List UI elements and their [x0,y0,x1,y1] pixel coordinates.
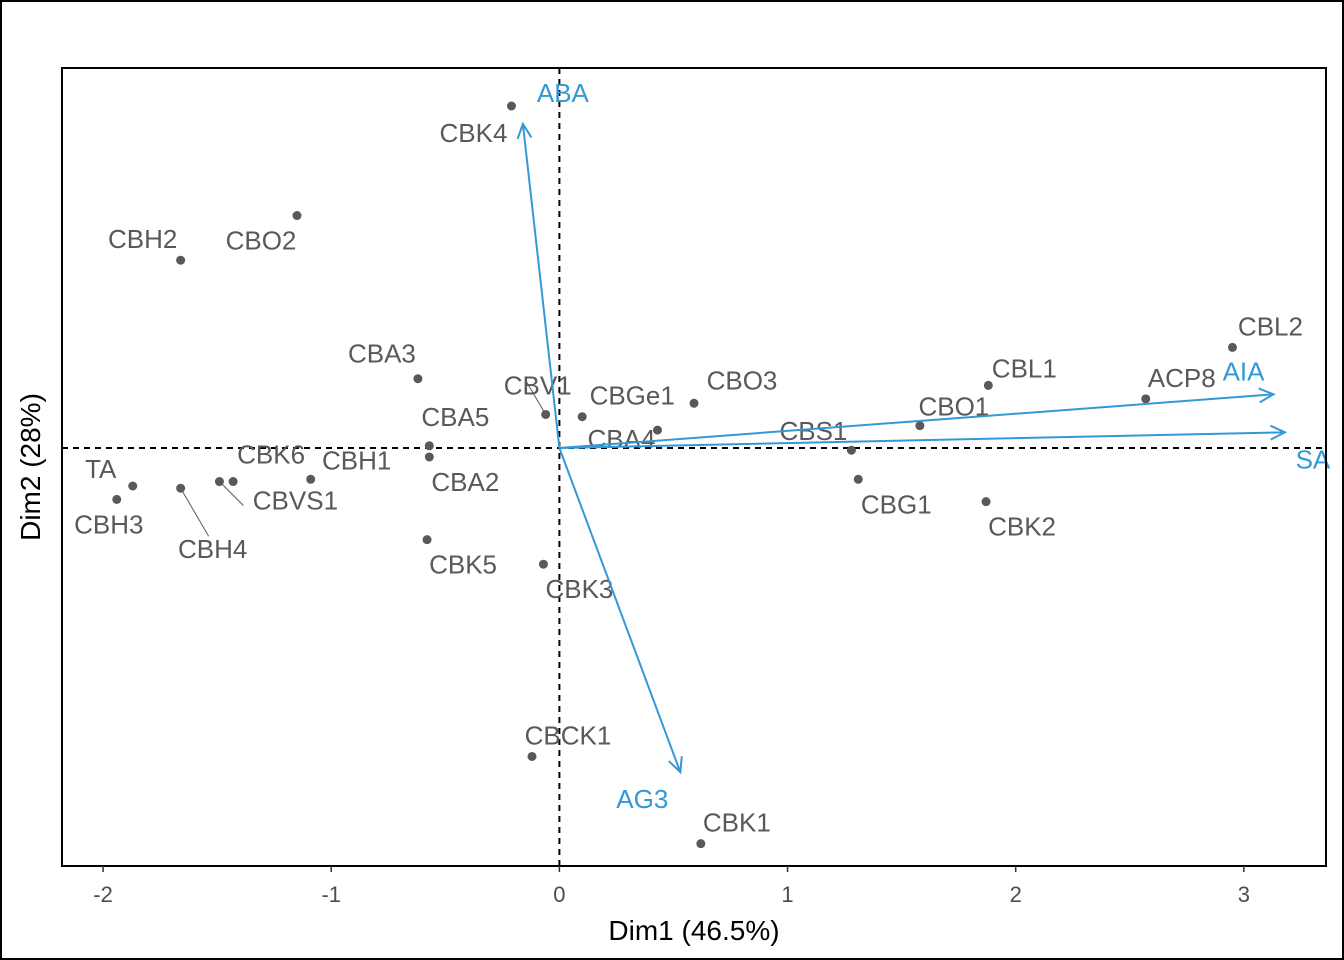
point-label-cbk4: CBK4 [440,118,508,148]
point-label-cbck1: CBCK1 [525,720,612,750]
x-tick-label: -1 [321,882,341,907]
axes: -2 -1 0 1 2 3 [61,67,1327,907]
point-cbg1 [853,474,863,484]
arrow-sa [559,431,1285,449]
leader-line-cbh4 [180,487,210,537]
point-label-cbv1: CBV1 [504,370,572,400]
y-axis-title: Dim2 (28%) [15,393,46,541]
point-label-acp8: ACP8 [1148,363,1216,393]
point-acp8 [1141,394,1151,404]
x-tick-label: 0 [553,882,565,907]
arrowhead-sa [1269,424,1288,441]
arrow-aba [521,123,561,449]
arrowhead-ag3 [668,756,683,775]
arrowhead-aia [1258,387,1276,404]
point-cbh4 [176,483,186,493]
point-cba4 [652,425,662,435]
x-axis-title: Dim1 (46.5%) [608,915,779,946]
arrow-aia [559,393,1274,449]
point-label-cbh3: CBH3 [74,509,143,539]
arrow-label-aia: AIA [1223,356,1266,386]
point-label-cbh4: CBH4 [178,534,247,564]
arrow-label-aba: ABA [537,78,590,108]
point-label-cba3: CBA3 [348,339,416,369]
point-cbh3 [112,494,122,504]
point-label-ta: TA [85,454,117,484]
x-tick-label: -2 [93,882,113,907]
point-cbo2 [292,211,302,221]
leader-line-cbv1 [525,380,547,415]
point-label-cba5: CBA5 [421,402,489,432]
point-cbv1 [541,409,551,419]
x-tick-label: 3 [1238,882,1250,907]
point-label-cbk1: CBK1 [703,808,771,838]
plot-panel-border [61,67,1327,867]
point-cba5 [424,441,434,451]
point-cbk3 [538,559,548,569]
point-label-cba2: CBA2 [431,467,499,497]
point-label-cbl1: CBL1 [992,353,1057,383]
point-label-cbo3: CBO3 [707,365,778,395]
point-label-cbk3: CBK3 [545,574,613,604]
point-label-cbge1: CBGe1 [590,381,675,411]
point-cbk1 [696,839,706,849]
arrow-label-ag3: AG3 [616,784,668,814]
point-label-cbg1: CBG1 [861,489,932,519]
point-cba2 [424,452,434,462]
point-cbo1 [915,421,925,431]
point-cbvs1 [214,477,224,487]
point-cbk6 [228,477,238,487]
point-label-cbl2: CBL2 [1238,311,1303,341]
point-label-cbvs1: CBVS1 [253,486,338,516]
point-cbh1 [306,474,316,484]
point-cbo3 [689,398,699,408]
plot-area: CBK4 CBH2 CBO2 CBA3 CBV1 CBGe1 CBO3 CBA5 CBA2 CBA… [62,68,1331,866]
point-cbge1 [577,412,587,422]
point-cbs1 [846,445,856,455]
point-cbk4 [506,101,516,111]
point-cbl2 [1227,342,1237,352]
point-label-cbh1: CBH1 [322,445,391,475]
x-tick-label: 2 [1010,882,1022,907]
leader-line-cbvs1 [219,481,244,506]
arrowhead-aba [516,121,533,140]
point-ta [128,481,138,491]
point-label-cba4: CBA4 [588,424,656,454]
point-label-cbh2: CBH2 [108,224,177,254]
point-label-cbk6: CBK6 [237,440,305,470]
point-cbh2 [176,255,186,265]
point-label-cbk2: CBK2 [988,512,1056,542]
point-cbl1 [983,380,993,390]
point-cbk5 [422,535,432,545]
arrow-ag3 [558,447,682,773]
point-label-cbk5: CBK5 [429,550,497,580]
x-tick-label: 1 [781,882,793,907]
point-label-cbo2: CBO2 [226,226,297,256]
point-cba3 [413,374,423,384]
point-cbk2 [981,497,991,507]
point-cbck1 [527,751,537,761]
